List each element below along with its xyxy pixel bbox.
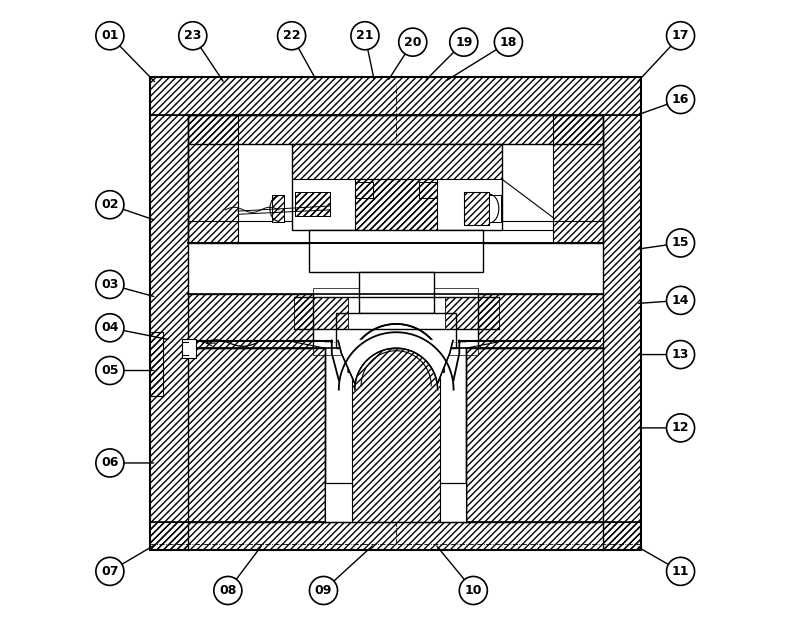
Circle shape: [214, 576, 242, 604]
Bar: [182, 339, 196, 358]
Bar: [336, 313, 456, 348]
Text: 22: 22: [283, 29, 300, 42]
Text: 23: 23: [184, 29, 202, 42]
Circle shape: [96, 22, 124, 50]
Circle shape: [666, 86, 694, 114]
Bar: [464, 192, 490, 225]
Bar: [466, 348, 602, 521]
Polygon shape: [338, 341, 453, 390]
Bar: [188, 116, 238, 243]
Bar: [150, 332, 163, 396]
Circle shape: [310, 576, 338, 604]
Text: 12: 12: [672, 421, 690, 435]
Bar: [273, 195, 284, 222]
Text: 20: 20: [404, 36, 422, 49]
Bar: [313, 288, 478, 355]
Circle shape: [96, 314, 124, 342]
Bar: [150, 116, 188, 550]
Text: 18: 18: [500, 36, 517, 49]
Circle shape: [96, 357, 124, 385]
Bar: [355, 179, 437, 230]
Circle shape: [666, 557, 694, 585]
Circle shape: [96, 190, 124, 219]
Text: 17: 17: [672, 29, 690, 42]
Bar: [445, 297, 499, 329]
Bar: [294, 192, 330, 215]
Bar: [355, 182, 374, 198]
Bar: [292, 144, 502, 179]
Text: 03: 03: [101, 278, 118, 291]
Bar: [150, 77, 641, 116]
Text: 05: 05: [101, 364, 118, 377]
Bar: [294, 192, 330, 215]
Circle shape: [666, 414, 694, 442]
Bar: [294, 192, 330, 215]
Text: 21: 21: [356, 29, 374, 42]
Text: 08: 08: [219, 584, 237, 597]
Text: 14: 14: [672, 294, 690, 307]
Text: 13: 13: [672, 348, 690, 361]
Bar: [150, 521, 641, 550]
Bar: [419, 182, 437, 198]
Circle shape: [459, 576, 487, 604]
Bar: [292, 144, 502, 230]
Bar: [419, 182, 437, 198]
Text: 15: 15: [672, 236, 690, 249]
Bar: [294, 297, 348, 329]
Text: 01: 01: [101, 29, 118, 42]
Bar: [273, 195, 284, 222]
Text: 16: 16: [672, 93, 690, 106]
Bar: [352, 348, 440, 521]
Bar: [419, 182, 437, 198]
Circle shape: [666, 229, 694, 257]
Bar: [188, 116, 602, 144]
Bar: [478, 294, 602, 348]
Bar: [188, 294, 313, 348]
Text: 07: 07: [101, 565, 118, 578]
Circle shape: [398, 28, 426, 56]
Bar: [440, 483, 466, 521]
Polygon shape: [348, 324, 444, 372]
Circle shape: [178, 22, 207, 50]
Text: 11: 11: [672, 565, 690, 578]
Bar: [355, 182, 374, 198]
Circle shape: [450, 28, 478, 56]
Text: 04: 04: [101, 321, 118, 334]
Bar: [150, 77, 641, 550]
Bar: [355, 182, 374, 198]
Bar: [188, 116, 602, 243]
Bar: [602, 116, 641, 550]
Circle shape: [494, 28, 522, 56]
Text: 10: 10: [465, 584, 482, 597]
Bar: [358, 272, 434, 313]
Circle shape: [278, 22, 306, 50]
Bar: [326, 483, 352, 521]
Bar: [355, 179, 437, 230]
Bar: [464, 192, 490, 225]
Circle shape: [96, 449, 124, 477]
Text: 02: 02: [101, 198, 118, 212]
Circle shape: [351, 22, 379, 50]
Circle shape: [666, 341, 694, 369]
Bar: [490, 195, 501, 222]
Text: 06: 06: [101, 456, 118, 470]
Text: 09: 09: [314, 584, 332, 597]
Bar: [352, 348, 440, 521]
Circle shape: [96, 270, 124, 298]
Bar: [310, 230, 483, 272]
Text: 19: 19: [455, 36, 473, 49]
Circle shape: [96, 557, 124, 585]
Bar: [553, 116, 602, 243]
Circle shape: [666, 286, 694, 314]
Circle shape: [666, 22, 694, 50]
Bar: [188, 348, 326, 521]
Bar: [294, 192, 330, 215]
Bar: [355, 179, 437, 230]
